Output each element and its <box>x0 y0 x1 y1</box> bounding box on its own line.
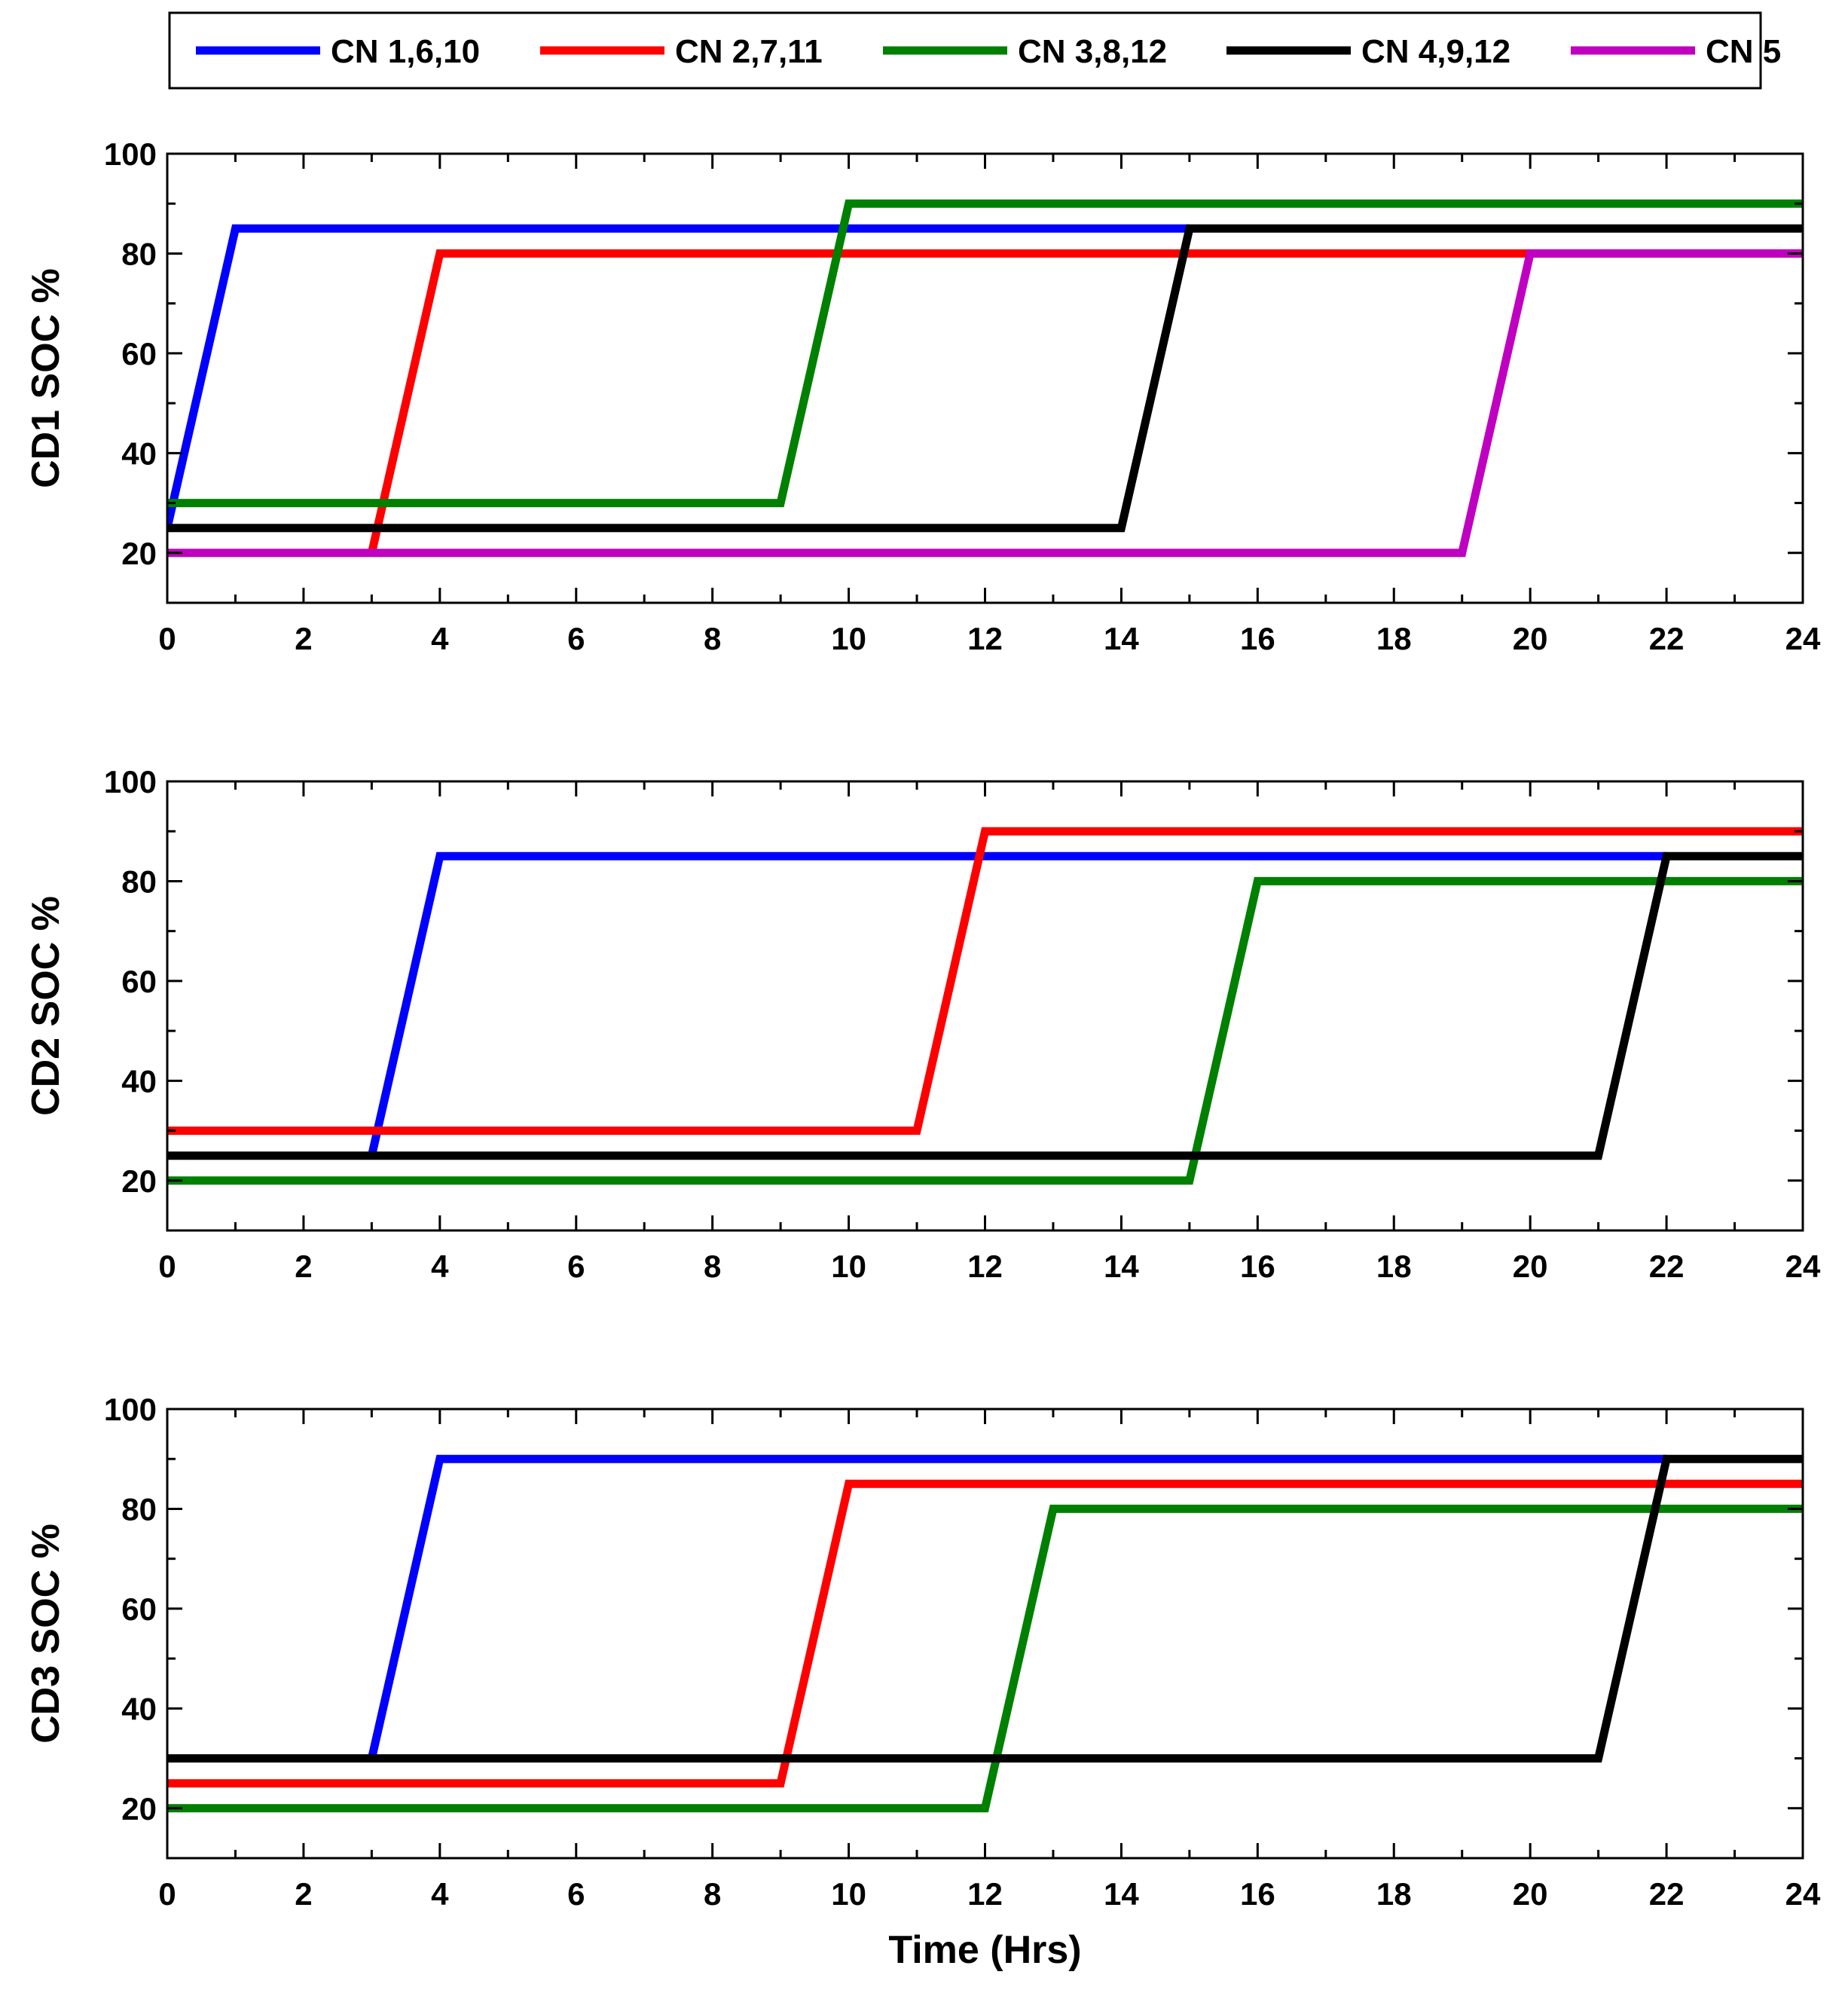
y-axis-title: CD3 SOC % <box>24 1524 68 1744</box>
y-tick-label: 60 <box>121 964 157 999</box>
legend-entry: CN 5 <box>1571 33 1781 70</box>
x-axis-title: Time (Hrs) <box>888 1928 1081 1972</box>
legend: CN 1,6,10 CN 2,7,11 CN 3,8,12 CN 4,9,12 CN 5 <box>168 11 1781 90</box>
legend-entry: CN 3,8,12 <box>883 33 1167 70</box>
series-line <box>167 827 1803 1136</box>
x-tick-label: 10 <box>831 1249 866 1284</box>
x-tick-label: 14 <box>1104 621 1139 656</box>
y-tick-label: 40 <box>121 1063 157 1099</box>
x-tick-label: 6 <box>567 1876 585 1912</box>
x-tick-label: 4 <box>431 1249 449 1284</box>
series-line <box>167 1504 1803 1813</box>
x-tick-label: 18 <box>1376 1249 1412 1284</box>
y-tick-label: 80 <box>121 864 157 899</box>
x-tick-label: 20 <box>1513 621 1548 656</box>
series-line <box>368 1454 1667 1759</box>
x-tick-label: 14 <box>1104 1249 1139 1284</box>
series-line <box>167 876 1803 1185</box>
x-tick-label: 24 <box>1785 621 1821 656</box>
legend-entry: CN 1,6,10 <box>196 33 480 70</box>
x-tick-label: 8 <box>704 1876 721 1912</box>
series-line <box>167 199 1803 508</box>
x-tick-label: 4 <box>431 1876 449 1912</box>
series-line <box>167 249 1803 558</box>
series-line <box>368 851 1667 1157</box>
x-tick-label: 2 <box>295 1249 312 1284</box>
x-tick-label: 6 <box>567 1249 585 1284</box>
x-tick-label: 24 <box>1785 1249 1821 1284</box>
y-tick-label: 60 <box>121 1591 157 1627</box>
x-tick-label: 0 <box>158 621 176 656</box>
y-axis-title: CD1 SOC % <box>24 268 68 488</box>
x-tick-label: 10 <box>831 621 866 656</box>
series-line <box>368 249 1803 555</box>
x-tick-label: 18 <box>1376 1876 1412 1912</box>
legend-entry: CN 4,9,12 <box>1226 33 1510 70</box>
x-tick-label: 14 <box>1104 1876 1139 1912</box>
x-tick-label: 22 <box>1649 1249 1685 1284</box>
y-tick-label: 100 <box>104 136 157 172</box>
y-tick-label: 100 <box>104 764 157 799</box>
x-tick-label: 16 <box>1240 1876 1275 1912</box>
legend-label: CN 1,6,10 <box>331 33 480 70</box>
y-tick-label: 40 <box>121 1691 157 1726</box>
x-tick-label: 16 <box>1240 621 1275 656</box>
x-tick-label: 12 <box>967 1876 1003 1912</box>
series-line <box>167 224 1803 533</box>
series-line <box>167 1479 1803 1788</box>
series-line <box>167 851 1803 1160</box>
legend-label: CN 2,7,11 <box>675 33 823 70</box>
y-tick-label: 80 <box>121 236 157 271</box>
x-tick-label: 20 <box>1513 1249 1548 1284</box>
y-axis-title: CD2 SOC % <box>24 896 68 1116</box>
x-tick-label: 8 <box>704 621 721 656</box>
x-tick-label: 12 <box>967 1249 1003 1284</box>
x-tick-label: 6 <box>567 621 585 656</box>
x-tick-label: 20 <box>1513 1876 1548 1912</box>
series-line <box>167 224 1190 529</box>
x-tick-label: 16 <box>1240 1249 1275 1284</box>
x-tick-label: 10 <box>831 1876 866 1912</box>
series-line <box>167 1454 1803 1763</box>
x-tick-label: 2 <box>295 621 312 656</box>
x-tick-label: 12 <box>967 621 1003 656</box>
series-group <box>167 199 1803 558</box>
series-group <box>167 1454 1803 1813</box>
x-tick-label: 2 <box>295 1876 312 1912</box>
y-tick-label: 80 <box>121 1491 157 1527</box>
x-tick-label: 22 <box>1649 621 1685 656</box>
x-tick-label: 0 <box>158 1249 176 1284</box>
y-tick-label: 100 <box>104 1392 157 1427</box>
y-tick-label: 40 <box>121 436 157 471</box>
x-tick-label: 0 <box>158 1876 176 1912</box>
x-tick-label: 8 <box>704 1249 721 1284</box>
y-tick-label: 20 <box>121 536 157 571</box>
series-group <box>167 827 1803 1185</box>
legend-label: CN 4,9,12 <box>1361 33 1510 70</box>
x-tick-label: 22 <box>1649 1876 1685 1912</box>
y-tick-label: 20 <box>121 1791 157 1826</box>
y-tick-label: 60 <box>121 336 157 371</box>
y-tick-label: 20 <box>121 1163 157 1199</box>
legend-label: CN 3,8,12 <box>1018 33 1167 70</box>
legend-entry: CN 2,7,11 <box>540 33 823 70</box>
x-tick-label: 4 <box>431 621 449 656</box>
x-tick-label: 24 <box>1785 1876 1821 1912</box>
x-tick-label: 18 <box>1376 621 1412 656</box>
legend-label: CN 5 <box>1706 33 1781 70</box>
